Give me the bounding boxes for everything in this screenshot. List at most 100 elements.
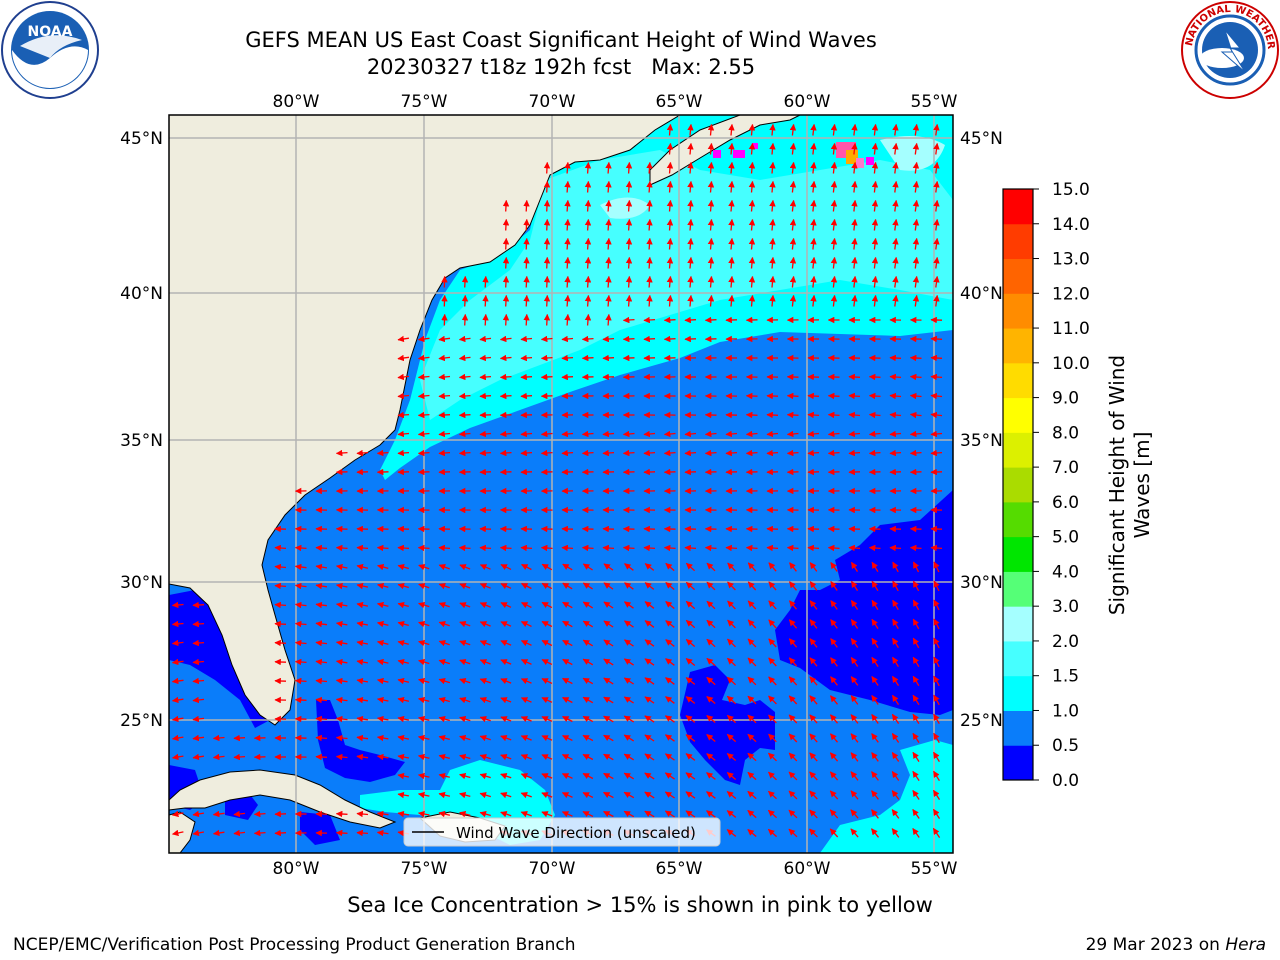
wave-direction-arrow <box>438 753 450 761</box>
wave-direction-arrow <box>644 677 655 685</box>
wave-direction-arrow <box>912 789 920 800</box>
wave-direction-arrow <box>479 373 492 381</box>
wave-direction-arrow <box>623 658 634 666</box>
wave-direction-arrow <box>397 544 410 552</box>
wave-direction-arrow <box>726 714 737 724</box>
wave-direction-arrow <box>687 142 694 155</box>
wave-direction-arrow <box>933 142 940 155</box>
wave-direction-arrow <box>461 275 469 288</box>
wave-direction-arrow <box>479 659 491 666</box>
wave-direction-arrow <box>666 199 674 212</box>
wave-direction-arrow <box>603 772 614 780</box>
wave-direction-arrow <box>581 335 594 343</box>
wave-direction-arrow <box>932 808 941 819</box>
wave-direction-arrow <box>315 544 328 552</box>
wave-direction-arrow <box>848 449 861 457</box>
wave-direction-arrow <box>707 199 715 212</box>
wave-direction-arrow <box>788 581 798 591</box>
wave-direction-arrow <box>892 123 899 136</box>
wave-direction-arrow <box>171 715 184 723</box>
wave-direction-arrow <box>192 810 205 818</box>
lon-label: 70°W <box>529 859 576 879</box>
wave-direction-arrow <box>644 639 655 647</box>
wave-direction-arrow <box>933 237 940 250</box>
wave-direction-arrow <box>315 639 328 647</box>
wave-direction-arrow <box>541 754 553 761</box>
wave-direction-arrow <box>356 449 369 457</box>
wave-direction-arrow <box>397 639 409 647</box>
wave-direction-arrow <box>747 809 757 819</box>
wave-direction-arrow <box>543 218 551 231</box>
wave-direction-arrow <box>541 716 553 723</box>
wave-direction-arrow <box>912 618 920 630</box>
wave-direction-arrow <box>582 620 594 628</box>
wave-direction-arrow <box>584 294 592 307</box>
wave-direction-arrow <box>871 618 879 629</box>
wave-direction-arrow <box>356 677 369 685</box>
wave-direction-arrow <box>564 180 571 193</box>
wave-direction-arrow <box>912 180 920 193</box>
wave-direction-arrow <box>315 734 328 742</box>
wave-direction-arrow <box>438 677 450 685</box>
wave-direction-arrow <box>315 582 327 590</box>
wave-direction-arrow <box>871 237 879 250</box>
wave-direction-arrow <box>479 773 491 780</box>
colorbar-tick-label: 9.0 <box>1052 389 1079 409</box>
wave-direction-arrow <box>377 563 389 571</box>
wave-direction-arrow <box>500 754 512 761</box>
wave-direction-arrow <box>851 294 858 307</box>
wave-direction-arrow <box>438 544 451 552</box>
wave-direction-arrow <box>212 829 225 837</box>
wave-direction-arrow <box>520 621 532 628</box>
wave-direction-arrow <box>397 791 410 799</box>
wave-direction-arrow <box>768 790 777 800</box>
wave-direction-arrow <box>685 619 696 629</box>
wave-direction-arrow <box>582 563 593 571</box>
wave-direction-arrow <box>356 658 369 666</box>
wave-direction-arrow <box>438 602 450 609</box>
wave-direction-arrow <box>356 563 369 571</box>
wave-direction-arrow <box>933 770 940 782</box>
colorbar-tick-label: 1.5 <box>1052 667 1079 687</box>
wave-direction-arrow <box>603 563 614 571</box>
wave-direction-arrow <box>706 562 716 572</box>
wave-direction-arrow <box>479 392 492 400</box>
wave-direction-arrow <box>356 544 369 552</box>
wave-direction-arrow <box>438 810 451 818</box>
wave-direction-arrow <box>912 123 920 136</box>
wave-direction-arrow <box>706 600 716 610</box>
wave-direction-arrow <box>768 695 777 705</box>
wave-direction-arrow <box>625 275 633 288</box>
wave-direction-arrow <box>663 544 676 552</box>
wave-direction-arrow <box>438 658 450 666</box>
wave-direction-arrow <box>851 123 858 136</box>
wave-direction-arrow <box>523 237 530 250</box>
wave-direction-arrow <box>912 732 920 743</box>
wave-direction-arrow <box>871 180 879 193</box>
wave-direction-arrow <box>171 810 184 818</box>
wave-direction-arrow <box>827 544 840 552</box>
wave-direction-arrow <box>687 237 694 250</box>
wave-direction-arrow <box>523 199 530 212</box>
wave-zone-2-to-3m <box>600 136 945 219</box>
wave-direction-arrow <box>623 677 634 685</box>
wave-direction-arrow <box>748 180 756 193</box>
wave-direction-arrow <box>912 161 920 174</box>
wave-direction-arrow <box>605 199 612 212</box>
wave-direction-arrow <box>851 275 858 288</box>
wave-direction-arrow <box>458 411 471 419</box>
wave-direction-arrow <box>830 218 838 231</box>
wave-direction-arrow <box>499 449 512 457</box>
wave-direction-arrow <box>788 790 798 800</box>
wave-direction-arrow <box>459 772 471 780</box>
wave-direction-arrow <box>417 430 430 438</box>
wave-direction-arrow <box>871 218 879 231</box>
wave-direction-arrow <box>829 695 839 705</box>
wave-direction-arrow <box>458 354 471 362</box>
wave-direction-arrow <box>482 294 489 307</box>
colorbar-tick-label: 4.0 <box>1052 562 1079 582</box>
wave-direction-arrow <box>685 734 696 742</box>
colorbar: 0.0 0.5 1.0 1.5 2.0 3.0 4.0 5.0 6.0 7.0 8.0 9.0 10.0… <box>1002 180 1154 791</box>
wave-direction-arrow <box>479 716 491 723</box>
wave-direction-arrow <box>274 829 287 837</box>
